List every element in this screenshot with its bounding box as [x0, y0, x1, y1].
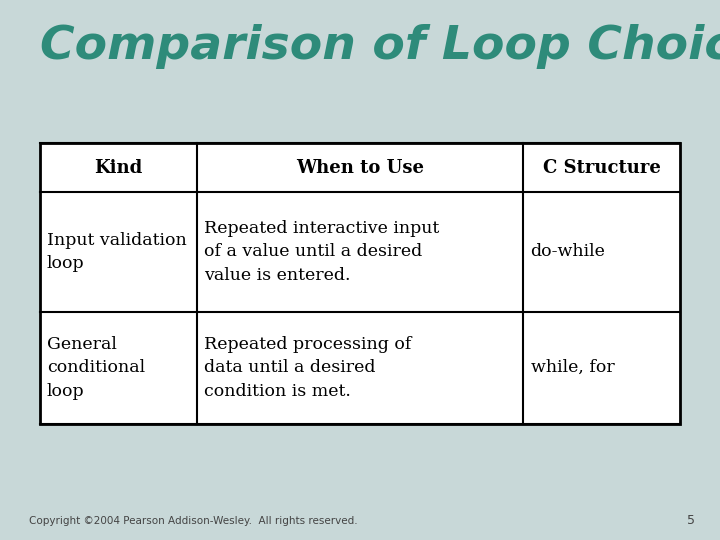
Text: Repeated processing of
data until a desired
condition is met.: Repeated processing of data until a desi… — [204, 336, 411, 400]
Text: General
conditional
loop: General conditional loop — [47, 336, 145, 400]
Text: do-while: do-while — [531, 244, 606, 260]
Text: Kind: Kind — [94, 159, 143, 177]
Text: When to Use: When to Use — [296, 159, 424, 177]
Text: Comparison of Loop Choices (2/2): Comparison of Loop Choices (2/2) — [40, 24, 720, 69]
Text: Copyright ©2004 Pearson Addison-Wesley.  All rights reserved.: Copyright ©2004 Pearson Addison-Wesley. … — [29, 516, 357, 526]
Text: Repeated interactive input
of a value until a desired
value is entered.: Repeated interactive input of a value un… — [204, 220, 439, 284]
Bar — [40, 143, 680, 424]
Text: 5: 5 — [687, 514, 695, 526]
Text: while, for: while, for — [531, 359, 614, 376]
Bar — [40, 143, 680, 424]
Text: C Structure: C Structure — [543, 159, 661, 177]
Text: Input validation
loop: Input validation loop — [47, 232, 186, 272]
